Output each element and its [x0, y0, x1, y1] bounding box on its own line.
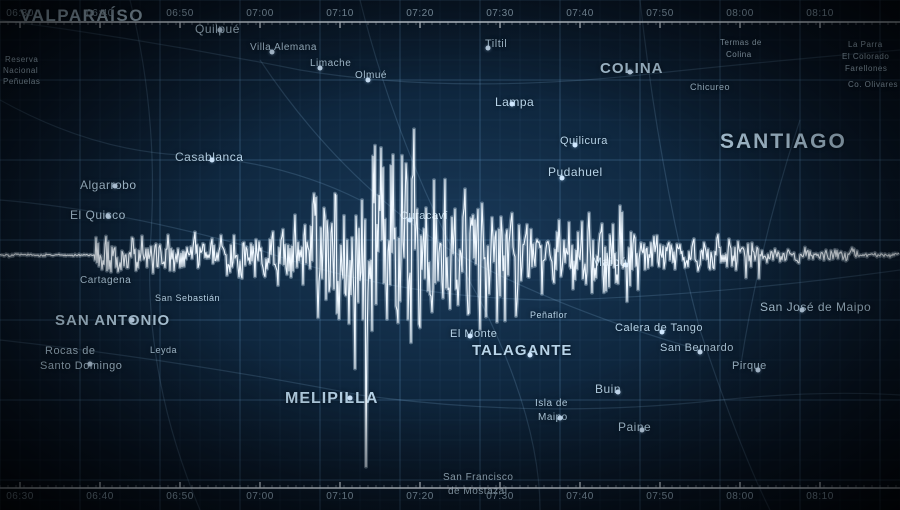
time-axis-layer: [0, 0, 900, 510]
seismogram-stage: VALPARAÍSOQuilpuéVilla AlemanaLimacheOlm…: [0, 0, 900, 510]
